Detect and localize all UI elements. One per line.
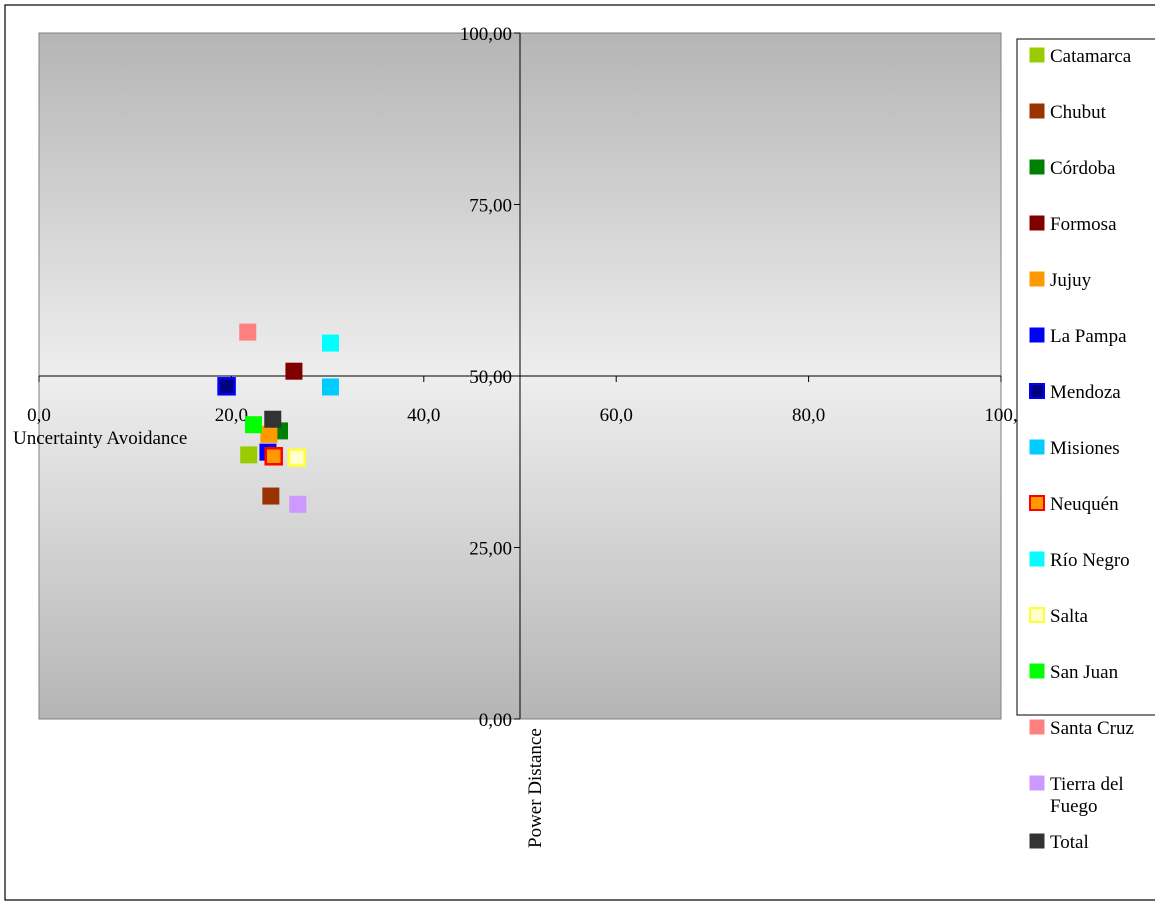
legend-label-santa-cruz: Santa Cruz — [1050, 718, 1134, 739]
legend-label-jujuy: Jujuy — [1050, 270, 1092, 291]
legend-marker-misiones — [1029, 439, 1045, 455]
legend-label-total: Total — [1050, 832, 1089, 853]
x-tick-label: 80,0 — [792, 405, 825, 426]
legend-label-neuqu-n: Neuquén — [1050, 494, 1119, 515]
legend-box — [1016, 38, 1155, 716]
y-tick-label: 100,00 — [460, 24, 512, 45]
chart-border — [4, 4, 1155, 901]
data-point-tierra-del-fuego — [289, 495, 307, 513]
legend-label-tierra-del-fuego: Tierra del Fuego — [1050, 774, 1124, 817]
legend-label-misiones: Misiones — [1050, 438, 1120, 459]
legend-label-mendoza: Mendoza — [1050, 382, 1121, 403]
legend: Catamarca Chubut Córdoba Formosa Jujuy La Pam… — [1016, 38, 1155, 853]
y-tick-label: 25,00 — [469, 539, 512, 560]
y-axis-title: Power Distance — [525, 728, 546, 848]
data-point-san-juan — [245, 416, 263, 434]
legend-label-san-juan: San Juan — [1050, 662, 1119, 683]
legend-marker-la-pampa — [1029, 327, 1045, 343]
legend-label-r-o-negro: Río Negro — [1050, 550, 1130, 571]
legend-marker-catamarca — [1029, 47, 1045, 63]
x-tick-label: 40,0 — [407, 405, 440, 426]
data-point-formosa — [285, 362, 303, 380]
legend-marker-c-rdoba — [1029, 159, 1045, 175]
legend-marker-san-juan — [1029, 663, 1045, 679]
axes-layer: 0,0 20,0 40,0 60,0 80,0 100, 0,00 25,00 50,00 75,… — [27, 24, 1018, 731]
x-tick-label: 0,0 — [27, 405, 51, 426]
data-point-r-o-negro — [321, 334, 339, 352]
points-layer — [217, 323, 339, 513]
data-point-chubut — [262, 487, 280, 505]
legend-marker-neuqu-n — [1029, 495, 1045, 511]
data-point-salta — [287, 448, 307, 467]
legend-marker-salta — [1029, 607, 1045, 623]
y-tick-label: 75,00 — [469, 196, 512, 217]
data-point-misiones — [321, 378, 339, 396]
legend-label-catamarca: Catamarca — [1050, 46, 1132, 67]
x-tick-label: 100, — [984, 405, 1017, 426]
legend-label-la-pampa: La Pampa — [1050, 326, 1127, 347]
data-point-catamarca — [240, 446, 258, 464]
x-tick-label: 60,0 — [600, 405, 633, 426]
legend-marker-mendoza — [1029, 383, 1045, 399]
data-point-mendoza — [217, 377, 236, 396]
legend-label-formosa: Formosa — [1050, 214, 1117, 235]
legend-marker-santa-cruz — [1029, 719, 1045, 735]
legend-marker-total — [1029, 833, 1045, 849]
legend-label-salta: Salta — [1050, 606, 1089, 627]
legend-marker-formosa — [1029, 215, 1045, 231]
legend-marker-jujuy — [1029, 271, 1045, 287]
data-point-jujuy — [260, 425, 278, 443]
data-point-total — [264, 410, 282, 428]
legend-label-c-rdoba: Córdoba — [1050, 158, 1116, 179]
x-axis-title: Uncertainty Avoidance — [13, 428, 187, 449]
data-point-neuqu-n — [264, 447, 283, 466]
legend-label-chubut: Chubut — [1050, 102, 1107, 123]
legend-marker-r-o-negro — [1029, 551, 1045, 567]
y-tick-label: 0,00 — [479, 710, 512, 731]
y-tick-label: 50,00 — [469, 367, 512, 388]
data-point-santa-cruz — [239, 323, 257, 341]
legend-marker-tierra-del-fuego — [1029, 775, 1045, 791]
legend-marker-chubut — [1029, 103, 1045, 119]
x-tick-label: 20,0 — [215, 405, 248, 426]
